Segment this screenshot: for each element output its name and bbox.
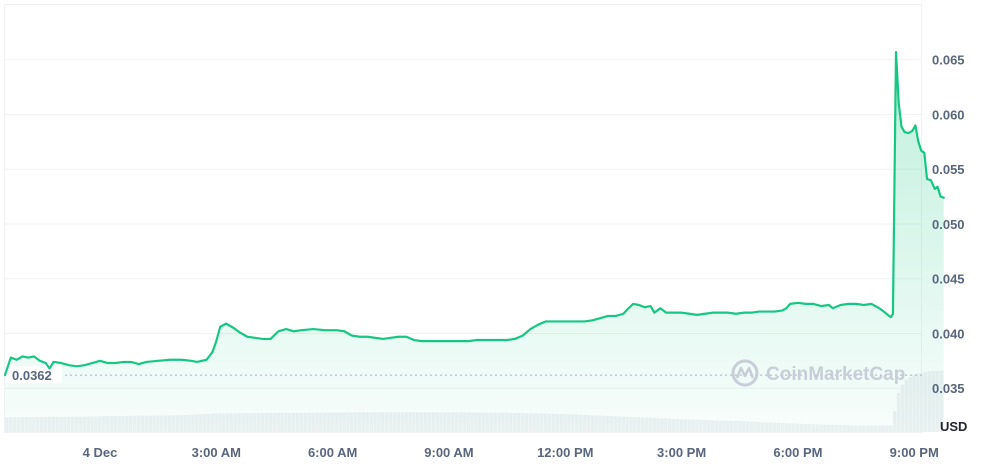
reference-label-bg — [6, 366, 62, 384]
reference-label: 0.0362 — [12, 368, 52, 383]
x-tick-label-4: 12:00 PM — [537, 445, 593, 460]
unit-label: USD — [940, 419, 967, 434]
y-tick-label-2: 0.045 — [932, 272, 965, 287]
y-tick-label-5: 0.060 — [932, 107, 965, 122]
price-area-fill — [5, 52, 944, 432]
y-tick-label-1: 0.040 — [932, 326, 965, 341]
x-tick-label-2: 6:00 AM — [308, 445, 357, 460]
y-tick-label-4: 0.055 — [932, 162, 965, 177]
x-tick-label-0: 4 Dec — [83, 445, 118, 460]
watermark: CoinMarketCap — [731, 359, 905, 387]
y-tick-label-0: 0.035 — [932, 381, 965, 396]
x-tick-label-7: 9:00 PM — [890, 445, 939, 460]
y-tick-label-6: 0.065 — [932, 53, 965, 68]
x-tick-label-6: 6:00 PM — [773, 445, 822, 460]
y-tick-label-3: 0.050 — [932, 217, 965, 232]
watermark-text: CoinMarketCap — [766, 364, 905, 385]
x-tick-label-3: 9:00 AM — [424, 445, 473, 460]
price-line-path — [3, 50, 945, 377]
reference-line: 0.0362 — [5, 366, 922, 384]
y-axis: 0.035 0.040 0.045 0.050 0.055 0.060 0.065 — [932, 53, 965, 396]
x-tick-label-5: 3:00 PM — [657, 445, 706, 460]
price-area — [5, 52, 944, 432]
x-axis: 4 Dec 3:00 AM 6:00 AM 9:00 AM 12:00 PM 3:00 P… — [83, 445, 939, 460]
coinmarketcap-logo-icon — [731, 359, 759, 387]
price-line — [3, 50, 945, 377]
x-tick-label-1: 3:00 AM — [192, 445, 241, 460]
